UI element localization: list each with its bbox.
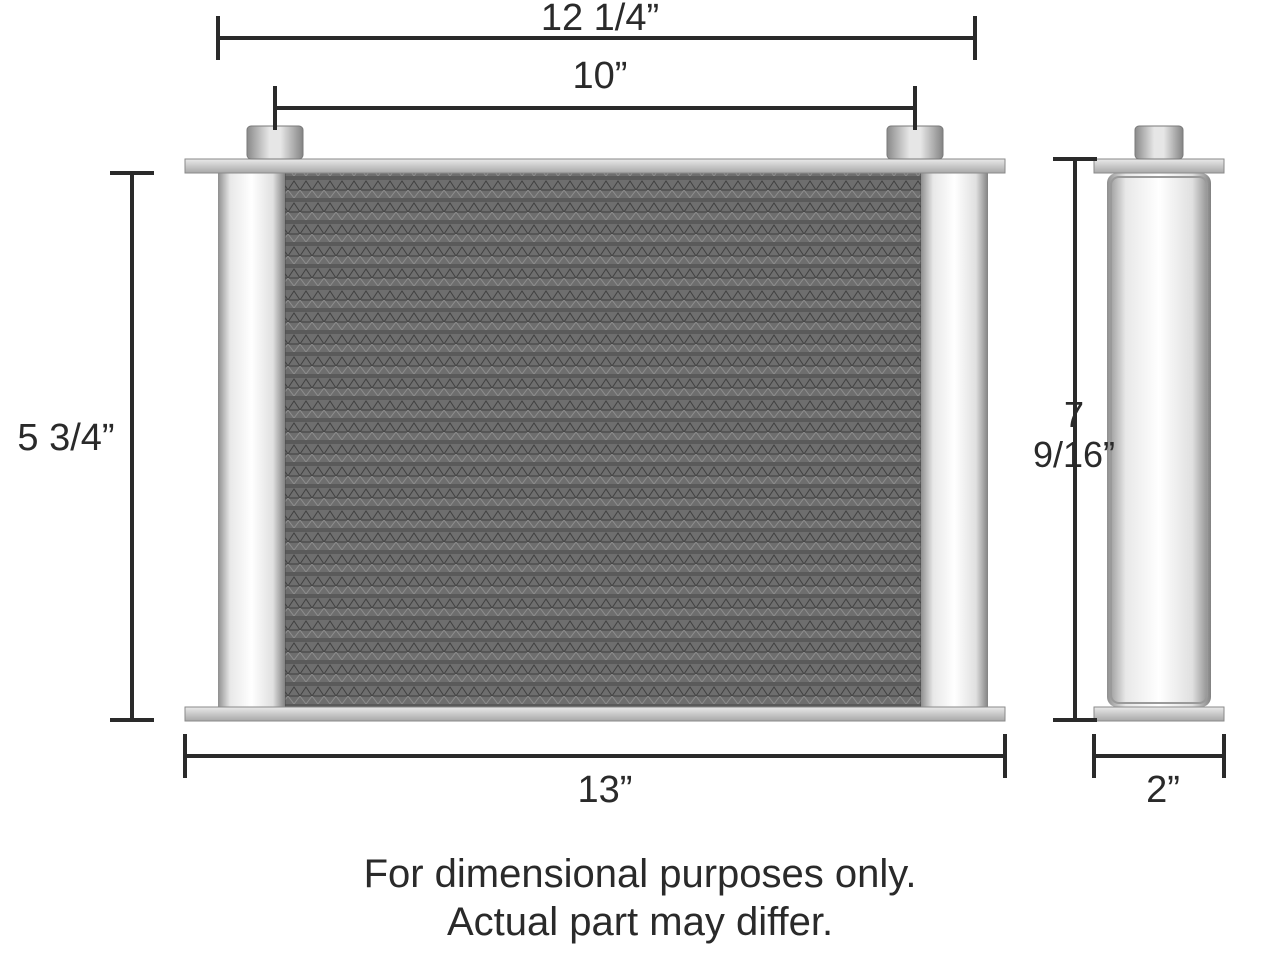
- front-view: [185, 126, 1005, 721]
- left-port: [247, 126, 303, 159]
- disclaimer-line-1: For dimensional purposes only.: [364, 852, 917, 896]
- front-bottom-flange: [185, 707, 1005, 721]
- label-overall-width: 12 1/4”: [500, 0, 700, 40]
- disclaimer-text: For dimensional purposes only. Actual pa…: [260, 850, 1020, 946]
- dimensional-diagram: [0, 0, 1280, 959]
- label-overall-height: 7 9/16”: [1016, 395, 1132, 474]
- left-tank: [218, 173, 285, 707]
- disclaimer-line-2: Actual part may differ.: [447, 900, 833, 944]
- label-core-height: 5 3/4”: [6, 418, 126, 460]
- right-port: [887, 126, 943, 159]
- right-tank: [921, 173, 988, 707]
- label-overall-length: 13”: [560, 770, 650, 812]
- front-top-flange: [185, 159, 1005, 173]
- label-port-center: 10”: [555, 56, 645, 98]
- side-top-flange: [1094, 159, 1224, 173]
- core-fins: [285, 173, 921, 707]
- label-depth: 2”: [1128, 770, 1198, 812]
- side-bottom-flange: [1094, 707, 1224, 721]
- side-port: [1135, 126, 1183, 159]
